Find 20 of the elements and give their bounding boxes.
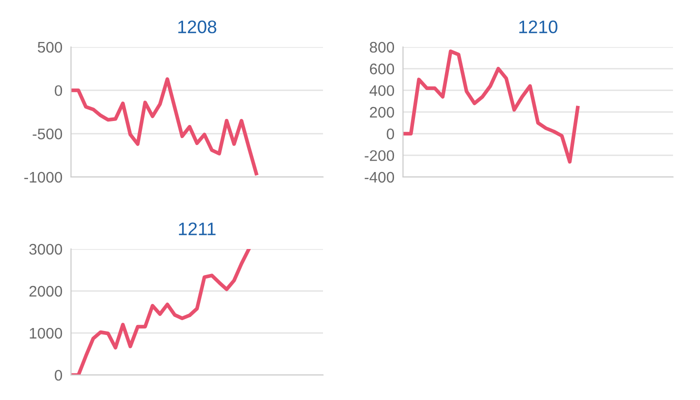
y-tick-label: 3000: [29, 244, 62, 255]
y-tick-label: 0: [386, 128, 394, 140]
y-tick-label: -400: [364, 172, 394, 183]
line-series: [403, 50, 580, 164]
chart-title: 1210: [519, 20, 558, 34]
y-tick-label: 600: [370, 64, 394, 74]
y-tick-label: 800: [370, 42, 394, 53]
y-tick-label: 400: [370, 85, 394, 96]
y-tick-label: -200: [364, 150, 394, 162]
y-tick-label: 500: [38, 42, 62, 53]
chart-title: 1208: [178, 20, 216, 34]
y-tick-label: -500: [32, 128, 62, 140]
chart-title: 1211: [178, 222, 216, 236]
line-series: [71, 77, 258, 176]
y-tick-label: -1000: [24, 172, 62, 183]
y-tick-label: 2000: [29, 286, 62, 297]
y-tick-label: 0: [54, 370, 62, 381]
y-tick-label: 0: [54, 85, 62, 96]
y-tick-label: 1000: [30, 328, 62, 339]
y-tick-label: 200: [370, 106, 394, 118]
